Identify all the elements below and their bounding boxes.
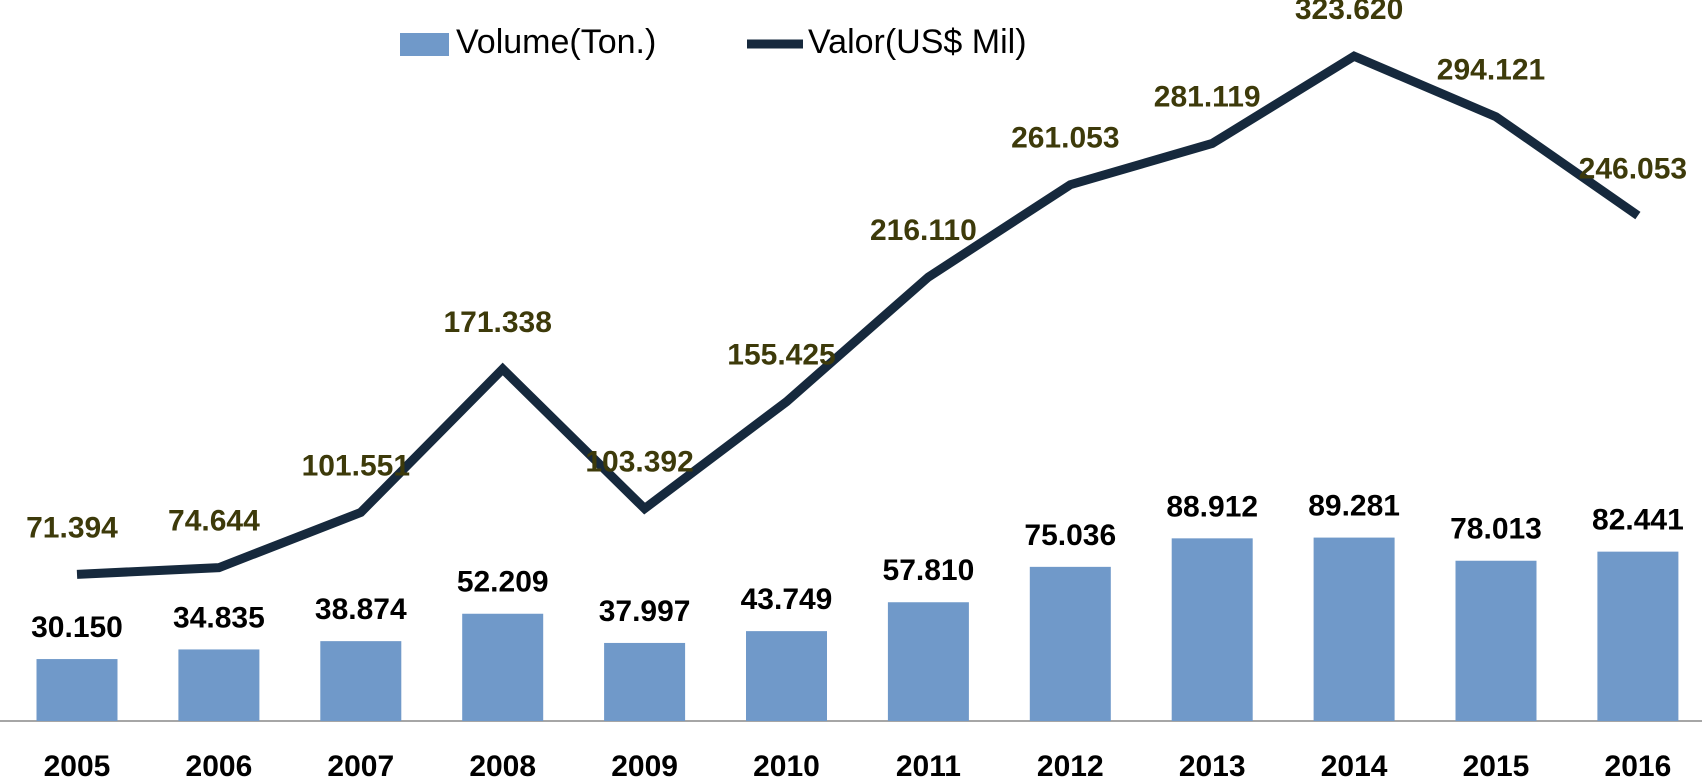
bar-value-label: 89.281 <box>1308 490 1400 523</box>
bar-value-label: 43.749 <box>741 583 833 616</box>
bar-value-label: 82.441 <box>1592 504 1684 537</box>
bar-value-label: 88.912 <box>1166 490 1258 523</box>
line-value-label: 261.053 <box>1011 122 1119 155</box>
x-tick-label: 2010 <box>753 750 820 783</box>
bar-value-label: 34.835 <box>173 601 265 634</box>
bar <box>462 613 544 721</box>
bar <box>320 641 402 721</box>
bar <box>746 631 827 721</box>
bar-value-label: 30.150 <box>31 611 123 644</box>
line-value-label: 171.338 <box>443 306 551 339</box>
bar <box>887 602 969 721</box>
line-value-label: 71.394 <box>26 511 118 544</box>
bar <box>1597 551 1679 721</box>
legend-swatch <box>400 33 449 56</box>
bar <box>1313 537 1395 721</box>
line-value-label: 216.110 <box>870 214 977 247</box>
line-value-label: 155.425 <box>727 339 835 372</box>
line-value-label: 246.053 <box>1579 152 1687 185</box>
x-tick-label: 2008 <box>469 750 536 783</box>
bar <box>1171 538 1253 721</box>
bar <box>1455 560 1537 721</box>
legend-label: Volume(Ton.) <box>456 23 656 61</box>
line <box>76 51 1641 579</box>
x-tick-label: 2011 <box>896 750 961 783</box>
bar-value-label: 75.036 <box>1024 519 1116 552</box>
line-value-label: 294.121 <box>1437 54 1545 87</box>
x-tick-label: 2014 <box>1321 750 1388 783</box>
x-tick-label: 2005 <box>44 750 111 783</box>
x-tick-label: 2016 <box>1605 750 1672 783</box>
bar <box>178 649 260 721</box>
bar <box>604 642 686 721</box>
bar <box>1029 566 1111 721</box>
line-value-label: 101.551 <box>302 449 410 482</box>
bar-value-label: 57.810 <box>883 554 975 587</box>
line-value-label: 103.392 <box>585 446 693 479</box>
x-tick-label: 2009 <box>611 750 678 783</box>
x-tick-label: 2007 <box>327 750 394 783</box>
line-value-label: 74.644 <box>168 505 260 538</box>
legend-label: Valor(US$ Mil) <box>808 23 1027 61</box>
x-tick-label: 2006 <box>186 750 253 783</box>
bar-value-label: 78.013 <box>1450 513 1542 546</box>
bar <box>36 659 118 721</box>
x-tick-label: 2012 <box>1037 750 1104 783</box>
line-value-label: 281.119 <box>1154 80 1261 113</box>
line-value-label: 323.620 <box>1295 0 1403 26</box>
x-tick-label: 2013 <box>1179 750 1246 783</box>
bar-value-label: 38.874 <box>315 593 407 626</box>
x-tick-label: 2015 <box>1463 750 1530 783</box>
bar-value-label: 52.209 <box>457 566 549 599</box>
bar-value-label: 37.997 <box>599 595 691 628</box>
